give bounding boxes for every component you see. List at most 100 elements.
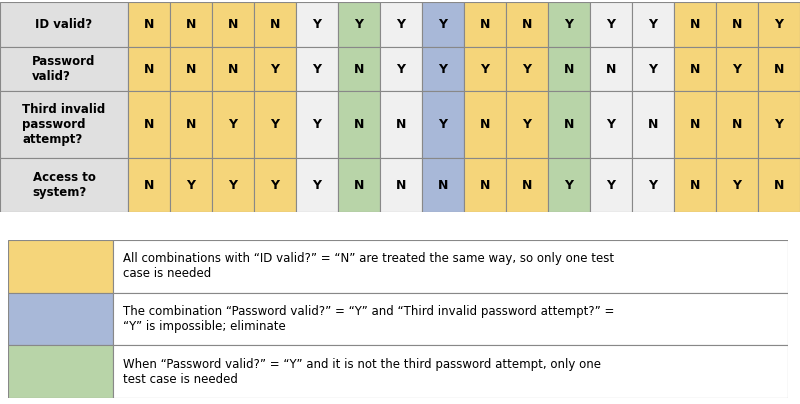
FancyBboxPatch shape [422,47,464,91]
Text: N: N [690,63,700,76]
Text: N: N [186,18,196,31]
Text: Y: Y [606,118,615,131]
Text: Y: Y [565,179,574,191]
Text: N: N [480,18,490,31]
Text: N: N [228,63,238,76]
FancyBboxPatch shape [632,158,674,212]
Text: N: N [732,18,742,31]
Text: Y: Y [397,18,406,31]
FancyBboxPatch shape [590,158,632,212]
Text: N: N [606,63,616,76]
Text: Y: Y [229,179,238,191]
FancyBboxPatch shape [632,2,674,47]
Text: N: N [648,118,658,131]
Text: The combination “Password valid?” = “Y” and “Third invalid password attempt?” =
: The combination “Password valid?” = “Y” … [123,305,614,333]
FancyBboxPatch shape [113,292,788,345]
FancyBboxPatch shape [716,91,758,158]
FancyBboxPatch shape [212,91,254,158]
Text: Y: Y [522,63,531,76]
Text: All combinations with “ID valid?” = “N” are treated the same way, so only one te: All combinations with “ID valid?” = “N” … [123,252,614,280]
FancyBboxPatch shape [380,158,422,212]
Text: Y: Y [313,118,322,131]
FancyBboxPatch shape [0,91,128,158]
FancyBboxPatch shape [338,47,380,91]
Text: N: N [522,179,532,191]
Text: Y: Y [606,18,615,31]
FancyBboxPatch shape [716,47,758,91]
FancyBboxPatch shape [422,2,464,47]
Text: N: N [396,179,406,191]
Text: Y: Y [438,18,447,31]
FancyBboxPatch shape [632,47,674,91]
Text: Y: Y [229,118,238,131]
Text: Y: Y [606,179,615,191]
FancyBboxPatch shape [170,47,212,91]
Text: N: N [732,118,742,131]
Text: N: N [774,63,784,76]
FancyBboxPatch shape [590,47,632,91]
FancyBboxPatch shape [212,2,254,47]
FancyBboxPatch shape [0,158,128,212]
FancyBboxPatch shape [758,47,800,91]
Text: N: N [228,18,238,31]
FancyBboxPatch shape [380,91,422,158]
FancyBboxPatch shape [0,47,128,91]
FancyBboxPatch shape [170,91,212,158]
Text: N: N [438,179,448,191]
Text: Y: Y [733,63,742,76]
Text: N: N [354,179,364,191]
FancyBboxPatch shape [674,2,716,47]
FancyBboxPatch shape [506,47,548,91]
Text: Y: Y [270,63,279,76]
Text: Y: Y [397,63,406,76]
FancyBboxPatch shape [548,91,590,158]
FancyBboxPatch shape [548,47,590,91]
Text: Y: Y [186,179,195,191]
Text: N: N [270,18,280,31]
FancyBboxPatch shape [128,47,170,91]
FancyBboxPatch shape [380,2,422,47]
Text: N: N [690,18,700,31]
Text: N: N [144,18,154,31]
Text: N: N [186,118,196,131]
Text: N: N [354,118,364,131]
FancyBboxPatch shape [590,91,632,158]
FancyBboxPatch shape [170,2,212,47]
FancyBboxPatch shape [128,91,170,158]
Text: N: N [564,63,574,76]
FancyBboxPatch shape [464,158,506,212]
Text: Y: Y [649,179,658,191]
FancyBboxPatch shape [8,345,113,398]
Text: Third invalid
password
attempt?: Third invalid password attempt? [22,103,106,146]
Text: N: N [564,118,574,131]
FancyBboxPatch shape [380,47,422,91]
Text: Y: Y [313,63,322,76]
Text: N: N [480,179,490,191]
FancyBboxPatch shape [464,2,506,47]
FancyBboxPatch shape [128,2,170,47]
FancyBboxPatch shape [674,47,716,91]
FancyBboxPatch shape [422,91,464,158]
Text: N: N [144,179,154,191]
FancyBboxPatch shape [338,91,380,158]
FancyBboxPatch shape [716,158,758,212]
Text: Y: Y [733,179,742,191]
FancyBboxPatch shape [296,47,338,91]
Text: Y: Y [565,18,574,31]
Text: N: N [690,179,700,191]
FancyBboxPatch shape [758,2,800,47]
FancyBboxPatch shape [548,2,590,47]
Text: When “Password valid?” = “Y” and it is not the third password attempt, only one
: When “Password valid?” = “Y” and it is n… [123,358,601,386]
FancyBboxPatch shape [422,158,464,212]
FancyBboxPatch shape [590,2,632,47]
FancyBboxPatch shape [254,91,296,158]
FancyBboxPatch shape [674,158,716,212]
FancyBboxPatch shape [506,2,548,47]
Text: Access to
system?: Access to system? [33,171,95,199]
FancyBboxPatch shape [674,91,716,158]
Text: N: N [144,63,154,76]
Text: Y: Y [481,63,490,76]
Text: Y: Y [270,179,279,191]
Text: Y: Y [438,63,447,76]
Text: Y: Y [354,18,363,31]
